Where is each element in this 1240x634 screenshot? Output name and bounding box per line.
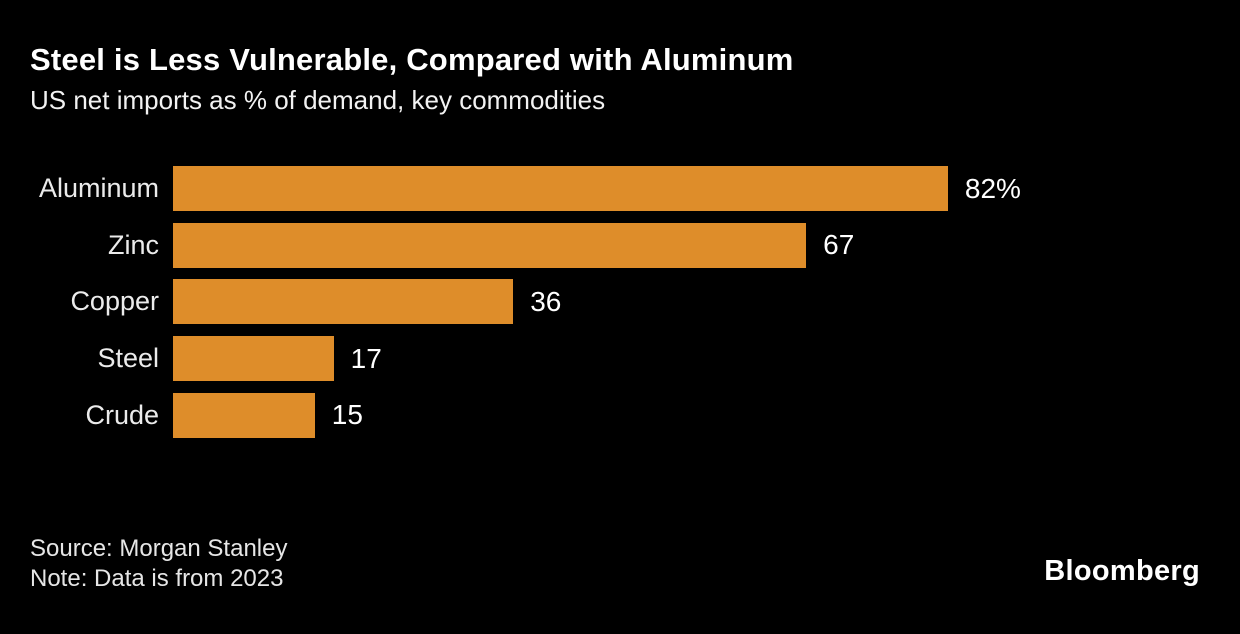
value-label: 82% bbox=[964, 172, 1021, 204]
bar bbox=[173, 166, 948, 211]
value-label: 67 bbox=[823, 229, 855, 261]
category-label: Copper bbox=[70, 286, 159, 317]
bloomberg-logo: Bloomberg bbox=[1044, 555, 1200, 587]
source-line: Source: Morgan Stanley bbox=[30, 535, 288, 562]
note-line: Note: Data is from 2023 bbox=[30, 565, 284, 592]
bar-row: Zinc 67 bbox=[0, 222, 1240, 268]
bar-row: Aluminum 82% bbox=[0, 166, 1240, 211]
category-label: Aluminum bbox=[38, 173, 159, 203]
bar-row: Steel 17 bbox=[0, 336, 1240, 382]
value-label: 36 bbox=[530, 285, 562, 317]
value-label: 17 bbox=[350, 342, 382, 374]
bar bbox=[173, 222, 807, 268]
bar-row: Copper 36 bbox=[0, 279, 1240, 325]
bar-row: Crude 15 bbox=[0, 392, 1240, 438]
chart-title: Steel is Less Vulnerable, Compared with … bbox=[30, 42, 794, 77]
chart-subtitle: US net imports as % of demand, key commo… bbox=[30, 85, 606, 115]
bar bbox=[173, 336, 334, 382]
bar bbox=[173, 279, 514, 325]
bar bbox=[173, 392, 315, 438]
category-label: Steel bbox=[97, 343, 159, 374]
category-label: Zinc bbox=[107, 229, 159, 260]
bar-chart: Aluminum 82% Zinc 67 Copper 36 Steel 17 Crude 15 bbox=[0, 166, 1240, 449]
footer-text: Source: Morgan Stanley Note: Data is fro… bbox=[30, 534, 287, 594]
category-label: Crude bbox=[85, 399, 159, 430]
value-label: 15 bbox=[331, 399, 363, 431]
